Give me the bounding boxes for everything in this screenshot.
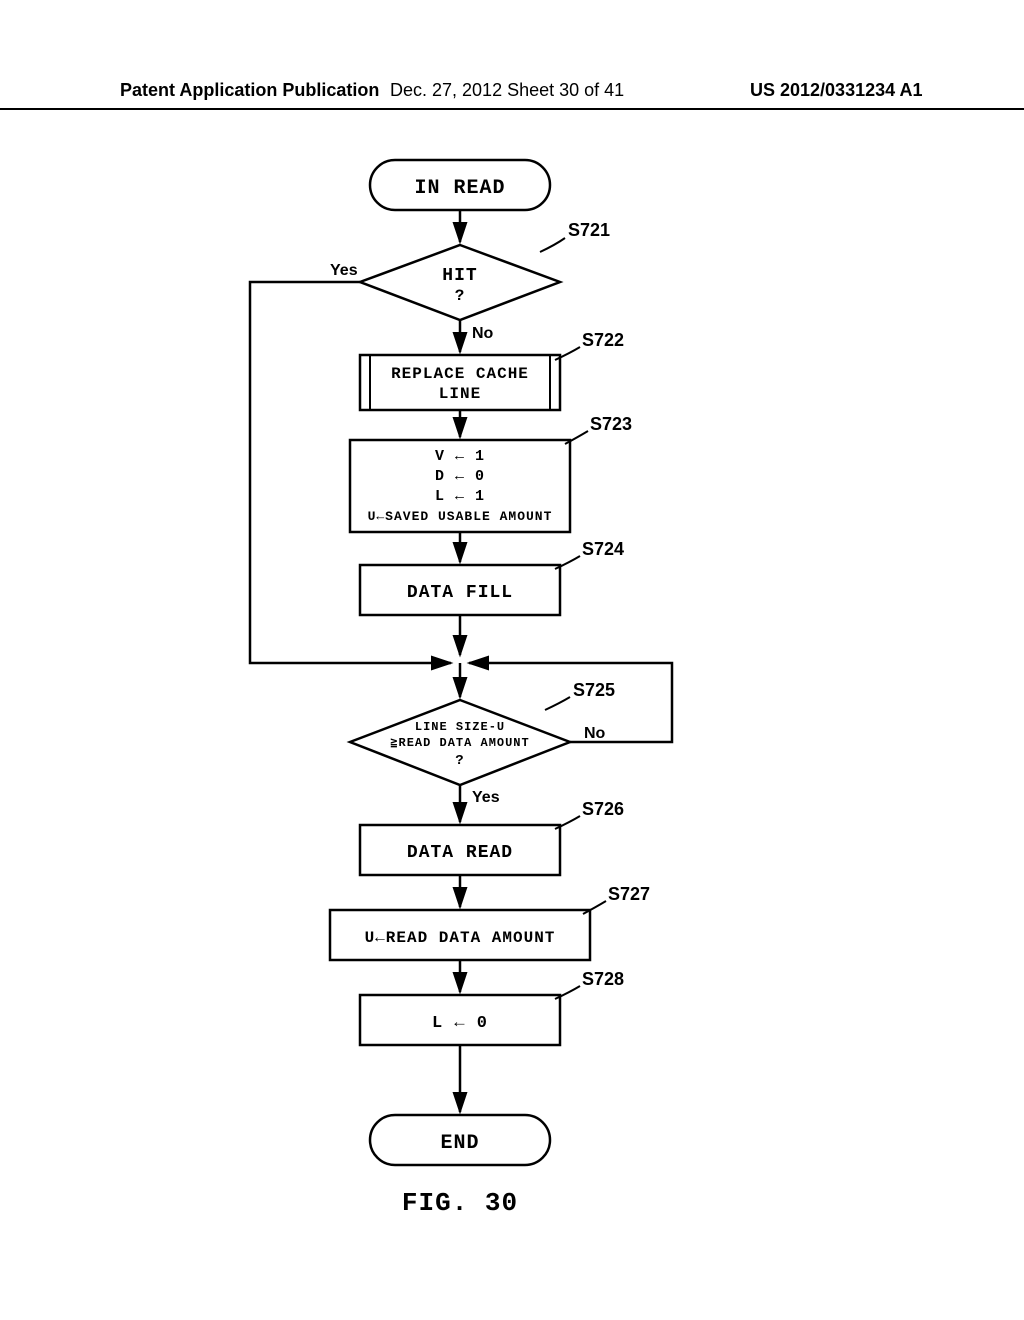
terminal-end: END xyxy=(370,1115,550,1165)
page-header: Patent Application Publication Dec. 27, … xyxy=(0,80,1024,110)
s728-text: L ← 0 xyxy=(432,1014,488,1033)
s723-l3: L ← 1 xyxy=(435,488,485,505)
s727-text: U←READ DATA AMOUNT xyxy=(365,929,556,947)
process-s727: U←READ DATA AMOUNT xyxy=(330,910,590,960)
s725-l2: ≧READ DATA AMOUNT xyxy=(390,736,529,750)
s721-text1: HIT xyxy=(442,266,477,286)
terminal-start: IN READ xyxy=(370,160,550,210)
s723-id: S723 xyxy=(590,414,632,434)
start-label: IN READ xyxy=(414,177,505,200)
process-s728: L ← 0 xyxy=(360,995,560,1045)
s728-id: S728 xyxy=(582,969,624,989)
s724-text: DATA FILL xyxy=(407,583,513,603)
s727-id: S727 xyxy=(608,884,650,904)
s725-l1: LINE SIZE-U xyxy=(415,720,505,734)
figure-caption: FIG. 30 xyxy=(402,1188,518,1218)
process-s722: REPLACE CACHE LINE xyxy=(360,355,560,410)
s726-id: S726 xyxy=(582,799,624,819)
s721-yes: Yes xyxy=(330,262,358,279)
header-publication: Patent Application Publication xyxy=(120,80,379,101)
s726-text: DATA READ xyxy=(407,843,513,863)
decision-s721: HIT ? xyxy=(360,245,560,320)
s721-no: No xyxy=(472,325,494,342)
s721-text2: ? xyxy=(455,287,466,305)
s725-no: No xyxy=(584,725,606,742)
end-label: END xyxy=(440,1132,479,1155)
s722-l1: REPLACE CACHE xyxy=(391,365,529,383)
process-s724: DATA FILL xyxy=(360,565,560,615)
s725-id: S725 xyxy=(573,680,615,700)
decision-s725: LINE SIZE-U ≧READ DATA AMOUNT ? xyxy=(350,700,570,785)
s723-l1: V ← 1 xyxy=(435,448,485,465)
header-docid: US 2012/0331234 A1 xyxy=(750,80,922,101)
s722-l2: LINE xyxy=(439,385,481,403)
process-s723: V ← 1 D ← 0 L ← 1 U←SAVED USABLE AMOUNT xyxy=(350,440,570,532)
s725-yes: Yes xyxy=(472,789,500,806)
header-sheet: Dec. 27, 2012 Sheet 30 of 41 xyxy=(390,80,624,101)
s721-id: S721 xyxy=(568,220,610,240)
s723-l4: U←SAVED USABLE AMOUNT xyxy=(368,509,553,524)
s722-id: S722 xyxy=(582,330,624,350)
s723-l2: D ← 0 xyxy=(435,468,485,485)
s724-id: S724 xyxy=(582,539,624,559)
s725-l3: ? xyxy=(455,753,464,769)
process-s726: DATA READ xyxy=(360,825,560,875)
flowchart: IN READ HIT ? S721 Yes No REPLACE CACHE … xyxy=(0,0,1024,1320)
